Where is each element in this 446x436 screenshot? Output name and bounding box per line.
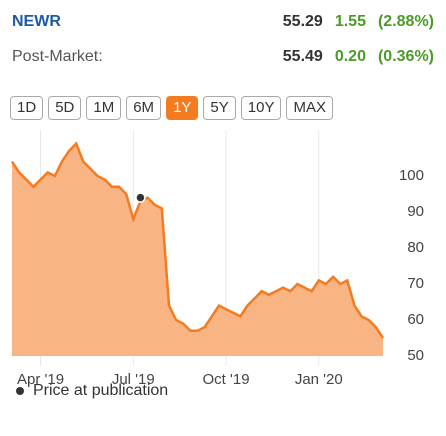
range-button[interactable]: 5Y	[203, 96, 236, 120]
post-price: 55.49	[282, 48, 323, 65]
range-button[interactable]: 10Y	[240, 96, 282, 120]
x-tick-label: Oct '19	[203, 371, 250, 388]
price-line	[10, 141, 385, 339]
post-quote: 55.49 0.20 (0.36%)	[283, 48, 434, 66]
price-area	[12, 143, 383, 356]
change-pct: (2.88%)	[377, 13, 434, 30]
range-button[interactable]: 6M	[126, 96, 162, 120]
y-tick-label: 70	[407, 275, 424, 292]
range-button[interactable]: 1M	[86, 96, 122, 120]
legend-marker	[16, 387, 24, 395]
price: 55.29	[282, 13, 323, 30]
x-tick-label: Jan '20	[295, 371, 343, 388]
range-button[interactable]: 1Y	[166, 96, 199, 120]
y-tick-label: 100	[399, 167, 424, 184]
range-buttons: 1D 5D 1M 6M 1Y 5Y 10Y MAX	[10, 96, 333, 120]
range-button[interactable]: 1D	[10, 96, 44, 120]
legend-label: Price at publication	[33, 382, 168, 399]
y-tick-label: 60	[407, 311, 424, 328]
y-tick-label: 90	[407, 203, 424, 220]
post-label: Post-Market:	[12, 48, 103, 65]
quote-row: NEWR 55.29 1.55 (2.88%)	[12, 11, 434, 33]
x-tick-label: Apr '19	[17, 371, 64, 388]
range-button[interactable]: 5D	[48, 96, 82, 120]
quote: 55.29 1.55 (2.88%)	[283, 13, 434, 31]
publication-marker	[135, 192, 146, 203]
post-row: Post-Market: 55.49 0.20 (0.36%)	[12, 46, 434, 68]
symbol[interactable]: NEWR	[12, 13, 61, 30]
range-button[interactable]: MAX	[286, 96, 333, 120]
post-change: 0.20	[334, 48, 366, 65]
y-tick-label: 50	[407, 347, 424, 364]
x-tick-label: Jul '19	[112, 371, 155, 388]
post-change-pct: (0.36%)	[377, 48, 434, 65]
change: 1.55	[334, 13, 366, 30]
y-tick-label: 80	[407, 239, 424, 256]
